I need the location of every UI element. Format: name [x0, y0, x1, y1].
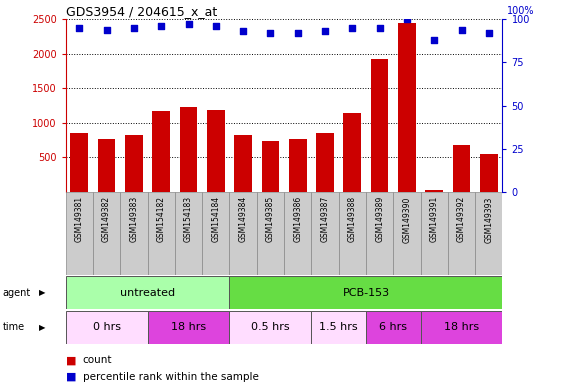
- Bar: [393, 192, 421, 275]
- Bar: [366, 192, 393, 275]
- Bar: [339, 192, 366, 275]
- Text: untreated: untreated: [120, 288, 175, 298]
- Bar: [421, 311, 502, 344]
- Bar: [230, 276, 502, 309]
- Bar: [207, 110, 225, 192]
- Bar: [425, 190, 443, 192]
- Text: PCB-153: PCB-153: [343, 288, 389, 298]
- Bar: [120, 192, 147, 275]
- Bar: [371, 59, 388, 192]
- Text: GSM149390: GSM149390: [403, 196, 412, 243]
- Text: GSM149386: GSM149386: [293, 196, 302, 242]
- Bar: [421, 192, 448, 275]
- Text: 100%: 100%: [507, 6, 534, 16]
- Bar: [316, 133, 334, 192]
- Point: [375, 25, 384, 31]
- Text: ■: ■: [66, 355, 76, 365]
- Bar: [289, 139, 307, 192]
- Text: GSM149385: GSM149385: [266, 196, 275, 242]
- Text: GSM149387: GSM149387: [320, 196, 329, 242]
- Bar: [66, 192, 93, 275]
- Point: [102, 26, 111, 33]
- Point: [184, 22, 193, 28]
- Bar: [262, 141, 279, 192]
- Point: [266, 30, 275, 36]
- Bar: [180, 107, 198, 192]
- Text: GSM149389: GSM149389: [375, 196, 384, 242]
- Bar: [453, 145, 471, 192]
- Bar: [448, 192, 475, 275]
- Point: [348, 25, 357, 31]
- Text: count: count: [83, 355, 112, 365]
- Text: 0 hrs: 0 hrs: [93, 322, 120, 333]
- Bar: [234, 135, 252, 192]
- Text: percentile rank within the sample: percentile rank within the sample: [83, 372, 259, 382]
- Text: GSM149384: GSM149384: [239, 196, 248, 242]
- Bar: [125, 135, 143, 192]
- Text: GSM149381: GSM149381: [75, 196, 84, 242]
- Text: 18 hrs: 18 hrs: [444, 322, 479, 333]
- Bar: [311, 192, 339, 275]
- Point: [320, 28, 329, 35]
- Text: ▶: ▶: [39, 323, 45, 332]
- Text: GSM154183: GSM154183: [184, 196, 193, 242]
- Point: [293, 30, 302, 36]
- Text: GSM154184: GSM154184: [211, 196, 220, 242]
- Text: GSM149388: GSM149388: [348, 196, 357, 242]
- Bar: [398, 23, 416, 192]
- Text: GSM149383: GSM149383: [130, 196, 138, 242]
- Point: [429, 37, 439, 43]
- Bar: [230, 192, 257, 275]
- Text: GSM149393: GSM149393: [484, 196, 493, 243]
- Text: ▶: ▶: [39, 288, 45, 297]
- Bar: [284, 192, 311, 275]
- Bar: [66, 311, 147, 344]
- Text: GSM154182: GSM154182: [156, 196, 166, 242]
- Point: [403, 16, 412, 22]
- Point: [457, 26, 466, 33]
- Bar: [98, 139, 115, 192]
- Bar: [202, 192, 230, 275]
- Point: [484, 30, 493, 36]
- Bar: [257, 192, 284, 275]
- Text: agent: agent: [3, 288, 31, 298]
- Text: ■: ■: [66, 372, 76, 382]
- Point: [75, 25, 84, 31]
- Text: 6 hrs: 6 hrs: [379, 322, 407, 333]
- Bar: [175, 192, 202, 275]
- Bar: [480, 154, 498, 192]
- Bar: [311, 311, 366, 344]
- Point: [130, 25, 139, 31]
- Bar: [147, 192, 175, 275]
- Bar: [66, 276, 230, 309]
- Bar: [147, 311, 230, 344]
- Bar: [230, 311, 311, 344]
- Text: GDS3954 / 204615_x_at: GDS3954 / 204615_x_at: [66, 5, 217, 18]
- Bar: [366, 311, 421, 344]
- Bar: [343, 113, 361, 192]
- Bar: [152, 111, 170, 192]
- Bar: [70, 132, 88, 192]
- Bar: [475, 192, 502, 275]
- Text: time: time: [3, 322, 25, 333]
- Text: GSM149382: GSM149382: [102, 196, 111, 242]
- Point: [239, 28, 248, 35]
- Bar: [93, 192, 120, 275]
- Point: [156, 23, 166, 29]
- Text: 0.5 hrs: 0.5 hrs: [251, 322, 289, 333]
- Point: [211, 23, 220, 29]
- Text: GSM149392: GSM149392: [457, 196, 466, 242]
- Text: 18 hrs: 18 hrs: [171, 322, 206, 333]
- Text: 1.5 hrs: 1.5 hrs: [319, 322, 358, 333]
- Text: GSM149391: GSM149391: [430, 196, 439, 242]
